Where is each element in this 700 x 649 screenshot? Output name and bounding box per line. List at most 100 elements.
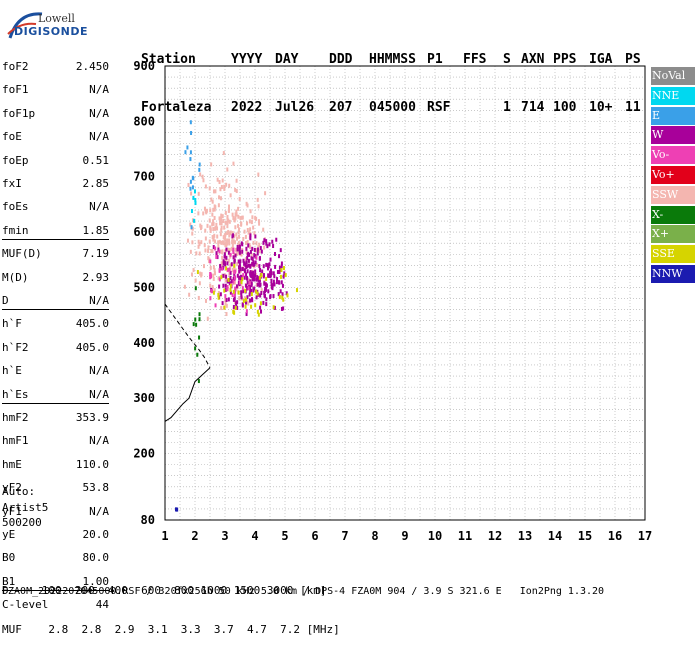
echo-point-ssw (246, 203, 249, 208)
footer-info: FZA0M_2022207045000.RSF / 320fx256h 50 k… (2, 586, 605, 597)
echo-point-w (269, 268, 272, 273)
echo-point-x- (194, 286, 197, 291)
echo-point-ssw (226, 241, 229, 246)
param-row: yF2 53.8 (2, 481, 109, 505)
echo-point-x- (198, 335, 201, 340)
echo-point-ssw (254, 215, 257, 220)
echo-point-w (280, 264, 283, 269)
echo-point-w (271, 239, 274, 244)
echo-point-w (243, 269, 246, 274)
param-name: foE (2, 130, 22, 144)
header-value-0: Fortaleza (141, 100, 212, 115)
header-label-1: YYYY (231, 52, 263, 67)
echo-point-ssw (218, 216, 221, 221)
echo-point-vo- (232, 250, 235, 255)
echo-point-w (254, 234, 257, 239)
echo-point-ssw (211, 212, 214, 217)
echo-point-sse (272, 305, 275, 310)
echo-point-ssw (240, 222, 243, 227)
echo-point-ssw (222, 151, 225, 156)
echo-point-nne (193, 189, 196, 194)
echo-point-w (265, 241, 268, 246)
echo-point-ssw (204, 184, 207, 189)
echo-point-w (218, 284, 221, 289)
echo-point-ssw (188, 292, 191, 297)
echo-point-x- (192, 322, 195, 327)
echo-point-sse (225, 266, 228, 271)
echo-point-ssw (236, 251, 239, 256)
echo-point-w (238, 269, 241, 274)
echo-point-w (251, 277, 254, 282)
echo-point-w (231, 234, 234, 239)
echo-point-vo- (218, 268, 221, 273)
echo-point-nnw (175, 507, 178, 512)
echo-point-ssw (224, 249, 227, 254)
echo-point-w (225, 297, 228, 302)
legend-item-vo-: Vo+ (651, 165, 695, 184)
echo-point-ssw (197, 244, 200, 249)
param-value: 53.8 (82, 481, 110, 495)
param-value: 20.0 (82, 528, 110, 541)
header-values-row: Fortaleza 2022 Jul26 207 045000 RSF 1 714 100 10+… (141, 100, 649, 116)
echo-point-ssw (245, 221, 248, 226)
echo-point-ssw (247, 230, 250, 235)
echo-point-w (252, 288, 255, 293)
echo-point-sse (296, 288, 299, 293)
echo-point-w (260, 291, 263, 296)
echo-point-ssw (240, 252, 243, 257)
echo-point-ssw (231, 212, 234, 217)
echo-point-ssw (226, 238, 229, 243)
echo-point-ssw (226, 214, 229, 219)
echo-point-w (273, 305, 276, 310)
echo-point-w (251, 256, 254, 261)
echo-point-w (241, 267, 244, 272)
echo-point-sse (282, 266, 285, 271)
echo-point-w (258, 256, 261, 261)
echo-point-ssw (189, 222, 192, 227)
echo-point-w (240, 293, 243, 298)
param-row: B1 1.00 (2, 575, 109, 599)
echo-point-w (281, 283, 284, 288)
param-value: N/A (89, 504, 109, 518)
echo-point-ssw (237, 206, 240, 211)
echo-point-vo- (224, 294, 227, 299)
echo-point-w (236, 247, 239, 252)
echo-point-ssw (228, 238, 231, 243)
echo-point-w (270, 282, 273, 287)
param-row: foE N/A (2, 130, 109, 154)
muf-table-muf-row: MUF 2.8 2.8 2.9 3.1 3.3 3.7 4.7 7.2 [MHz… (2, 623, 340, 636)
echo-point-w (262, 264, 265, 269)
echo-point-ssw (195, 251, 198, 256)
y-tick-label: 400 (133, 336, 155, 350)
echo-point-ssw (233, 217, 236, 222)
echo-point-e (191, 185, 194, 190)
echo-point-w (212, 245, 215, 250)
echo-point-ssw (212, 221, 215, 226)
echo-point-w (224, 287, 227, 292)
echo-point-w (238, 245, 241, 250)
echo-point-sse (234, 305, 237, 310)
header-value-6 (463, 100, 503, 116)
echo-point-ssw (255, 241, 258, 246)
echo-point-vo- (241, 286, 244, 291)
param-value: 80.0 (82, 551, 110, 565)
echo-point-w (223, 252, 226, 257)
echo-point-w (245, 275, 248, 280)
param-value: 2.93 (82, 270, 110, 284)
echo-point-w (268, 262, 271, 267)
echo-point-ssw (257, 219, 260, 224)
echo-point-w (245, 283, 248, 288)
echo-point-sse (241, 277, 244, 282)
echo-point-w (237, 265, 240, 270)
echo-point-e (189, 186, 192, 191)
echo-point-w (233, 273, 236, 278)
header-label-8: AXN (521, 52, 545, 67)
echo-point-ssw (228, 233, 231, 238)
echo-point-w (267, 273, 270, 278)
echo-point-ssw (212, 276, 215, 281)
echo-point-ssw (235, 209, 238, 214)
param-row: M(D) 2.93 (2, 271, 109, 295)
echo-point-ssw (211, 285, 214, 290)
y-tick-label: 800 (133, 114, 155, 128)
echo-point-ssw (237, 250, 240, 255)
